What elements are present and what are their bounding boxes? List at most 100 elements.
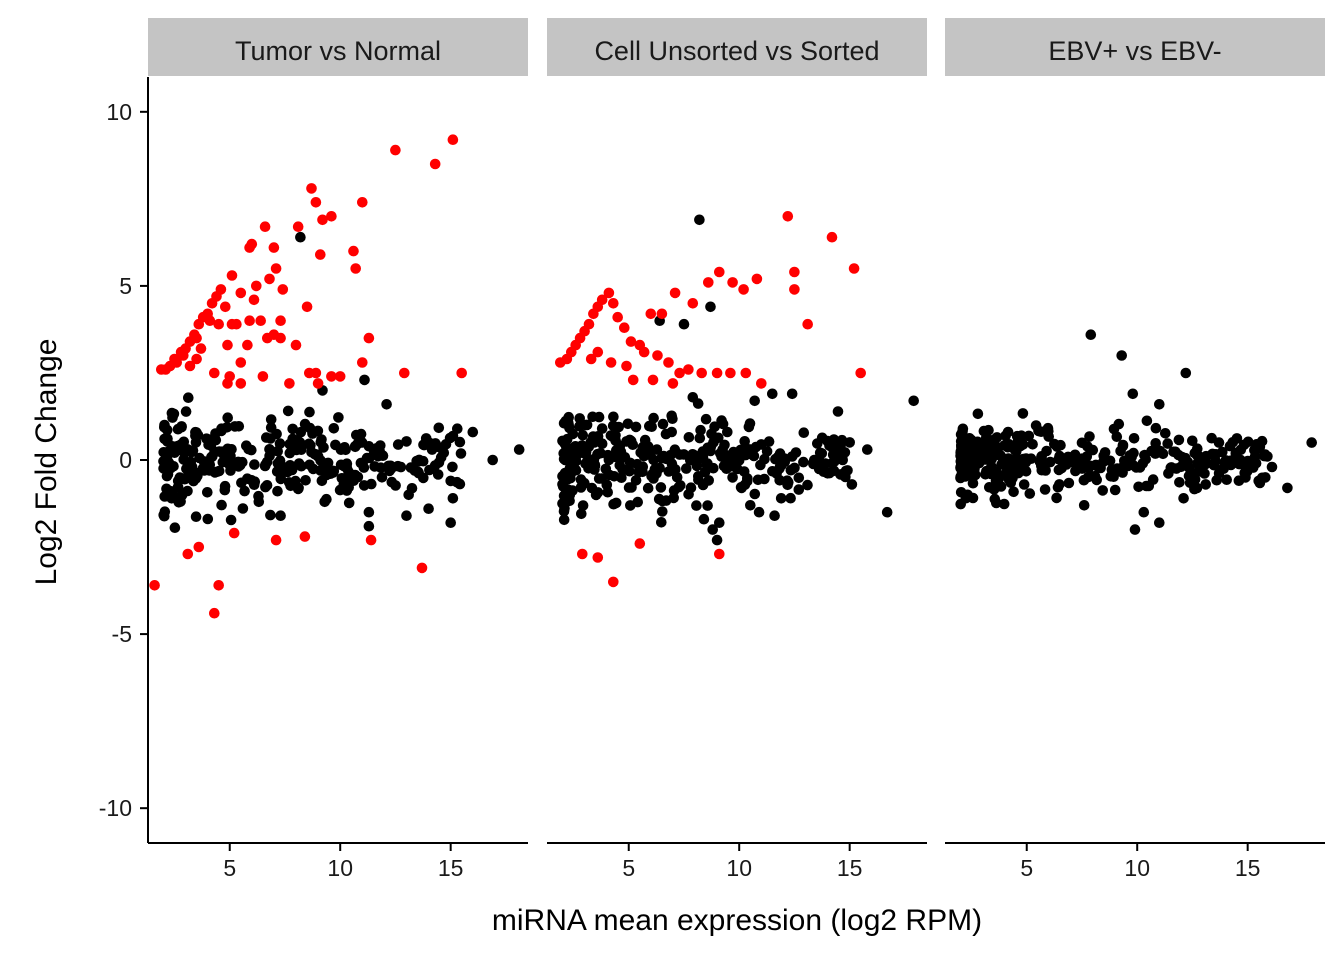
data-point-significant bbox=[257, 371, 269, 382]
data-point bbox=[343, 497, 355, 509]
data-point bbox=[562, 453, 574, 465]
data-point-significant bbox=[390, 144, 401, 156]
y-tick-label: -5 bbox=[112, 621, 132, 647]
data-point-significant bbox=[645, 308, 657, 320]
data-point bbox=[445, 475, 457, 487]
data-point bbox=[967, 442, 978, 454]
data-point bbox=[348, 475, 359, 487]
data-point bbox=[694, 432, 706, 444]
data-point-significant bbox=[603, 287, 615, 299]
data-point bbox=[763, 436, 775, 447]
data-point bbox=[1116, 350, 1127, 361]
data-point bbox=[168, 408, 180, 420]
data-point bbox=[761, 446, 773, 457]
data-point bbox=[579, 477, 590, 489]
data-point bbox=[564, 422, 575, 434]
data-point bbox=[187, 470, 198, 481]
data-point bbox=[260, 481, 271, 493]
data-point-significant bbox=[171, 357, 182, 368]
data-point bbox=[358, 480, 370, 491]
data-point bbox=[610, 497, 622, 509]
data-point bbox=[632, 458, 643, 470]
data-point-significant bbox=[215, 284, 227, 295]
data-point-significant bbox=[228, 527, 240, 539]
data-point bbox=[423, 503, 434, 514]
data-point-significant bbox=[182, 548, 194, 560]
data-point bbox=[340, 444, 351, 456]
data-point-significant bbox=[306, 183, 317, 194]
data-point-significant bbox=[625, 336, 637, 347]
data-point bbox=[955, 498, 966, 510]
data-point bbox=[282, 461, 294, 473]
data-point bbox=[608, 411, 619, 423]
data-point bbox=[1020, 453, 1032, 464]
data-point bbox=[998, 456, 1009, 468]
data-point bbox=[736, 482, 747, 494]
data-point bbox=[1193, 451, 1205, 462]
data-point bbox=[165, 486, 177, 497]
data-point-significant bbox=[577, 548, 588, 560]
data-point bbox=[989, 493, 1001, 505]
data-point bbox=[1097, 485, 1108, 496]
data-point bbox=[557, 481, 569, 492]
data-point bbox=[447, 493, 459, 504]
data-point bbox=[1150, 422, 1162, 434]
data-point-significant bbox=[213, 318, 224, 330]
data-point-significant bbox=[226, 318, 238, 330]
data-point bbox=[411, 455, 423, 467]
data-point bbox=[621, 436, 632, 447]
data-point-significant bbox=[213, 580, 224, 591]
data-point bbox=[667, 413, 678, 425]
data-point bbox=[1051, 492, 1062, 504]
data-point-significant bbox=[310, 367, 322, 379]
data-point-significant bbox=[357, 357, 368, 368]
data-point bbox=[604, 469, 615, 481]
data-point-significant bbox=[826, 231, 838, 243]
data-point bbox=[1150, 438, 1161, 449]
data-point bbox=[697, 451, 709, 463]
data-point bbox=[432, 469, 444, 480]
data-point bbox=[1115, 445, 1126, 457]
data-point bbox=[1018, 479, 1030, 490]
data-point bbox=[300, 475, 311, 486]
x-axis-title: miRNA mean expression (log2 RPM) bbox=[492, 904, 982, 937]
data-point bbox=[1150, 448, 1161, 459]
data-point bbox=[557, 471, 568, 482]
panel-cell-unsorted-vs-sorted: Cell Unsorted vs Sorted 5 10 15 bbox=[547, 18, 927, 881]
data-point bbox=[962, 489, 973, 501]
data-point bbox=[183, 392, 194, 404]
data-point bbox=[558, 514, 570, 526]
data-point bbox=[1104, 455, 1116, 467]
data-point-significant bbox=[222, 339, 233, 351]
data-point bbox=[180, 406, 192, 417]
data-point bbox=[738, 466, 750, 477]
data-point bbox=[622, 418, 634, 430]
data-point bbox=[392, 439, 404, 450]
data-point bbox=[381, 399, 392, 410]
data-point-significant bbox=[855, 367, 866, 379]
data-point bbox=[1230, 447, 1242, 459]
data-point bbox=[202, 487, 213, 498]
data-point bbox=[182, 444, 193, 455]
data-point-significant bbox=[619, 322, 630, 334]
data-point bbox=[818, 466, 829, 478]
data-point bbox=[309, 448, 321, 460]
data-point bbox=[820, 458, 831, 469]
data-point bbox=[983, 424, 994, 436]
data-point bbox=[1200, 479, 1211, 490]
data-point-significant bbox=[350, 263, 362, 274]
data-point bbox=[698, 513, 710, 525]
data-point bbox=[1242, 436, 1254, 448]
data-point bbox=[657, 495, 668, 507]
data-point bbox=[241, 440, 252, 452]
data-point bbox=[182, 485, 193, 497]
data-point-significant bbox=[301, 301, 313, 313]
data-point-significant bbox=[399, 367, 410, 379]
data-point bbox=[454, 436, 466, 448]
data-point bbox=[1178, 493, 1189, 504]
data-point bbox=[174, 444, 185, 456]
points-layer bbox=[555, 211, 919, 588]
x-tick-label: 5 bbox=[1020, 855, 1033, 881]
data-point bbox=[1213, 437, 1225, 448]
data-point bbox=[666, 426, 677, 438]
